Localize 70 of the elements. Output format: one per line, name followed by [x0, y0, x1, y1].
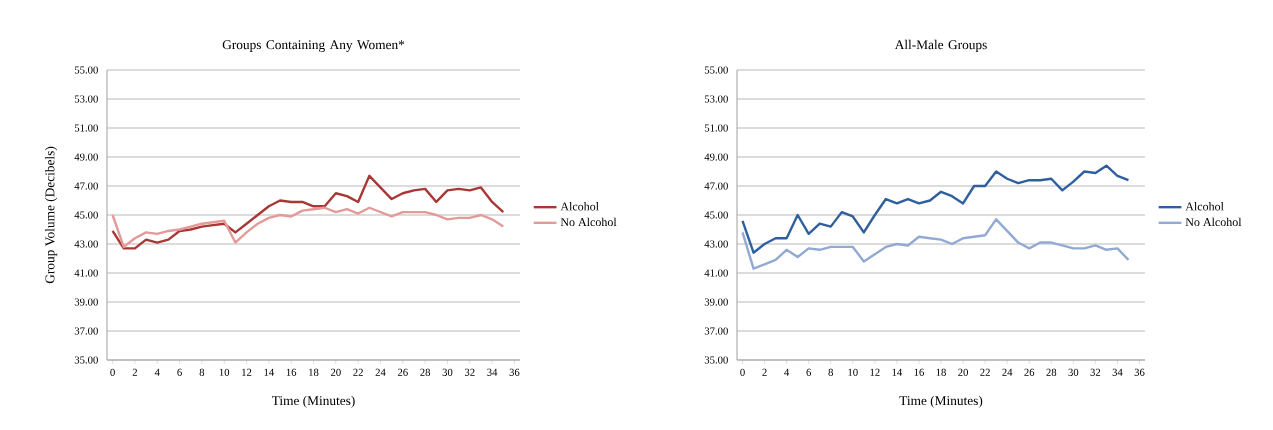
y-tick-label: 55.00 [704, 66, 728, 74]
x-tick-label: 0 [110, 368, 115, 376]
y-tick-label: 35.00 [704, 356, 728, 364]
x-tick-label: 14 [892, 368, 903, 376]
x-tick-label: 22 [980, 368, 990, 376]
line-series [741, 164, 1130, 254]
x-tick-label: 26 [1024, 368, 1035, 376]
x-tick-label: 2 [132, 368, 137, 376]
x-tick-label: 24 [375, 368, 386, 376]
x-tick-label: 8 [828, 368, 834, 376]
x-tick-label: 28 [1046, 368, 1057, 376]
x-tick-label: 10 [848, 368, 858, 376]
x-tick-label: 32 [464, 368, 475, 376]
y-tick-label: 39.00 [704, 298, 728, 306]
x-tick-label: 28 [420, 368, 431, 376]
x-tick-label: 32 [1090, 368, 1101, 376]
y-tick-label: 39.00 [74, 298, 98, 306]
y-tick-label: 41.00 [704, 269, 728, 277]
x-tick-label: 34 [1112, 368, 1123, 376]
x-tick-label: 6 [806, 368, 812, 376]
x-tick-label: 18 [309, 368, 319, 376]
y-tick-label: 51.00 [74, 124, 98, 132]
y-tick-label: 47.00 [74, 182, 98, 190]
x-tick-label: 34 [487, 368, 498, 376]
x-tick-label: 6 [177, 368, 182, 376]
y-tick-label: 45.00 [74, 211, 98, 219]
legend-label: Alcohol [560, 202, 599, 211]
x-tick-label: 20 [958, 368, 968, 376]
legend-label: Alcohol [1185, 202, 1224, 211]
x-tick-label: 30 [442, 368, 453, 376]
y-tick-label: 51.00 [704, 124, 728, 132]
x-tick-label: 24 [1002, 368, 1013, 376]
y-tick-label: 37.00 [704, 327, 728, 335]
x-tick-label: 30 [1068, 368, 1079, 376]
x-tick-label: 2 [762, 368, 767, 376]
y-tick-label: 45.00 [704, 211, 728, 219]
x-tick-label: 20 [330, 368, 341, 376]
x-tick-label: 18 [936, 368, 946, 376]
x-tick-label: 36 [1134, 368, 1145, 376]
x-tick-label: 0 [740, 368, 745, 376]
y-tick-label: 49.00 [704, 153, 728, 161]
y-tick-label: 53.00 [74, 95, 98, 103]
x-tick-label: 26 [397, 368, 408, 376]
y-tick-label: 55.00 [74, 66, 98, 74]
y-tick-label: 53.00 [704, 95, 728, 103]
y-tick-label: 49.00 [74, 153, 98, 161]
x-tick-label: 10 [219, 368, 230, 376]
y-tick-label: 41.00 [74, 269, 98, 277]
legend-label: No Alcohol [1185, 217, 1242, 227]
y-tick-label: 37.00 [74, 327, 98, 335]
y-axis-title: Group Volume (Decibels) [45, 146, 58, 284]
y-tick-label: 35.00 [74, 356, 98, 364]
x-tick-label: 16 [286, 368, 297, 376]
y-tick-label: 43.00 [704, 240, 728, 248]
y-tick-label: 47.00 [704, 182, 728, 190]
x-tick-label: 8 [199, 368, 205, 376]
x-axis-title: Time (Minutes) [899, 395, 983, 408]
chart-title: Groups Containing Any Women* [222, 40, 405, 52]
legend-label: No Alcohol [560, 217, 617, 227]
x-tick-label: 22 [353, 368, 363, 376]
x-tick-label: 12 [242, 368, 252, 376]
x-tick-label: 14 [264, 368, 275, 376]
x-tick-label: 16 [914, 368, 924, 376]
x-tick-label: 36 [509, 368, 520, 376]
x-tick-label: 4 [784, 368, 790, 376]
chart-title: All-Male Groups [894, 39, 987, 52]
y-tick-label: 43.00 [74, 240, 98, 248]
x-axis-title: Time (Minutes) [271, 395, 355, 408]
x-tick-label: 12 [870, 368, 880, 376]
x-tick-label: 4 [154, 368, 160, 376]
